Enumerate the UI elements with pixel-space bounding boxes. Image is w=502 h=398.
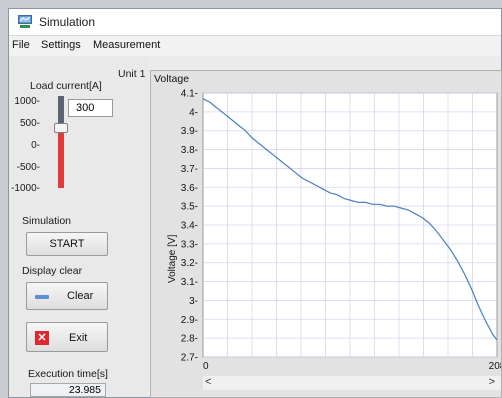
clear-button[interactable]: Clear [26,282,108,310]
y-tick-label: 3- [189,296,198,307]
exit-button[interactable]: ✕ Exit [26,322,108,352]
clear-icon [35,295,49,299]
y-tick-label: 2.7- [181,353,198,364]
menu-file[interactable]: File [12,39,30,51]
voltage-graph: Voltage Voltage [V] 4.1- 4- 3.9- 3.8- 3.7- 3.… [150,70,502,398]
voltage-series-line [202,98,498,341]
y-tick-label: 3.1- [181,277,198,288]
scale-tick-0: 0- [31,140,40,151]
y-tick-label: 2.8- [181,334,198,345]
title-bar[interactable]: Simulation [9,9,501,36]
y-tick-label: 4- [189,107,198,118]
y-tick-label: 4.1- [181,89,198,100]
horizontal-scrollbar[interactable]: < > [203,376,501,390]
y-tick-label: 3.3- [181,239,198,250]
scale-tick-500: 500- [19,118,40,129]
scale-tick-minus-1000: -1000- [11,183,40,194]
execution-time-value: 23.985 [30,383,106,397]
simulation-label: Simulation [22,215,72,227]
load-current-input[interactable]: 300 [68,99,113,117]
start-button[interactable]: START [26,232,108,256]
scale-tick-minus-500: -500- [16,162,40,173]
load-current-label: Load current[A] [30,80,102,92]
display-clear-label: Display clear [22,265,83,277]
menu-bar: File Settings Measurement [9,36,501,56]
y-tick-label: 2.9- [181,315,198,326]
y-tick-label: 3.6- [181,183,198,194]
plot-label: Voltage [154,73,189,85]
exit-icon: ✕ [35,331,49,345]
y-tick-label: 3.5- [181,202,198,213]
execution-time-label: Execution time[s] [28,368,108,380]
x-tick-label: 0 [203,361,209,372]
unit-label: Unit 1 [118,68,146,80]
scroll-left-arrow[interactable]: < [205,376,212,388]
y-tick-label: 3.2- [181,258,198,269]
y-tick-label: 3.8- [181,145,198,156]
scroll-right-arrow[interactable]: > [488,376,495,388]
x-tick-label: 208 [489,361,501,372]
slider-thumb[interactable] [54,123,68,134]
window-title: Simulation [39,15,96,29]
voltage-chart: Voltage Voltage [V] 4.1- 4- 3.9- 3.8- 3.7- 3.… [154,73,501,372]
scale-tick-1000: 1000- [14,96,40,107]
app-icon [18,15,32,28]
menu-measurement[interactable]: Measurement [93,39,161,51]
clear-button-label: Clear [67,290,94,302]
y-tick-label: 3.7- [181,164,198,175]
y-axis-label: Voltage [V] [167,234,178,283]
y-tick-label: 3.9- [181,126,198,137]
load-current-slider[interactable] [54,96,68,188]
y-tick-label: 3.4- [181,221,198,232]
slider-track-lower [58,128,64,188]
menu-settings[interactable]: Settings [41,39,81,51]
slider-track-upper [58,96,64,129]
exit-button-label: Exit [69,332,88,344]
